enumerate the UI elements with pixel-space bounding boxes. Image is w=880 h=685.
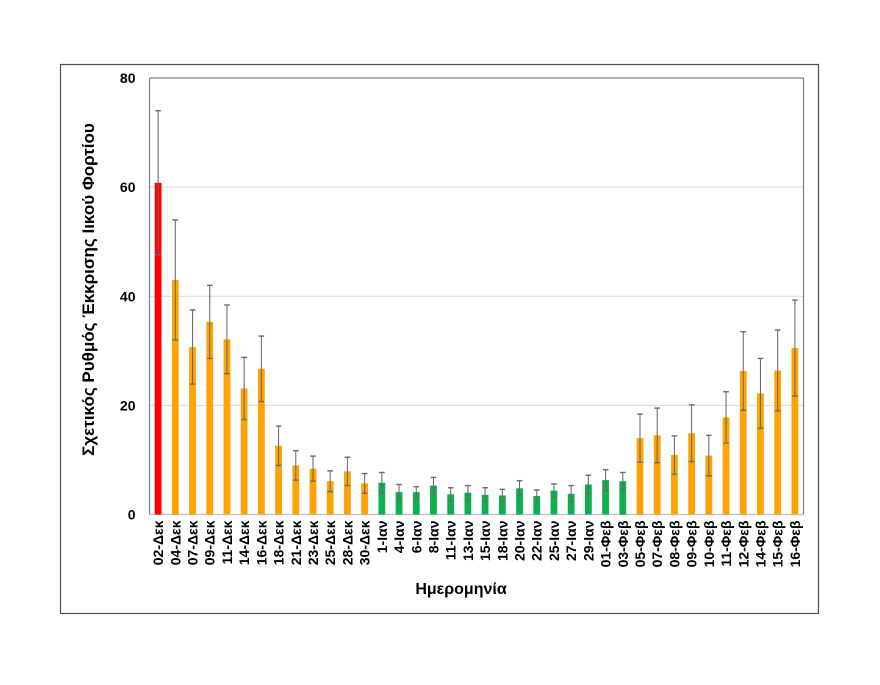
- svg-text:Ημερομηνία: Ημερομηνία: [415, 581, 507, 598]
- svg-text:09-Φεβ: 09-Φεβ: [684, 520, 700, 567]
- svg-text:14-Δεκ: 14-Δεκ: [236, 520, 252, 565]
- svg-text:29-Ιαν: 29-Ιαν: [580, 520, 596, 561]
- svg-text:02-Δεκ: 02-Δεκ: [150, 520, 166, 565]
- svg-text:13-Ιαν: 13-Ιαν: [460, 520, 476, 561]
- svg-text:0: 0: [128, 507, 136, 523]
- svg-text:07-Δεκ: 07-Δεκ: [185, 520, 201, 565]
- svg-text:14-Φεβ: 14-Φεβ: [752, 520, 768, 567]
- svg-text:12-Φεβ: 12-Φεβ: [735, 520, 751, 567]
- svg-text:25-Δεκ: 25-Δεκ: [322, 520, 338, 565]
- svg-text:80: 80: [120, 70, 136, 86]
- svg-text:11-Δεκ: 11-Δεκ: [219, 520, 235, 564]
- svg-text:21-Δεκ: 21-Δεκ: [288, 520, 304, 565]
- svg-text:8-Ιαν: 8-Ιαν: [425, 520, 441, 553]
- svg-text:01-Φεβ: 01-Φεβ: [598, 520, 614, 567]
- svg-text:15-Ιαν: 15-Ιαν: [477, 520, 493, 561]
- svg-text:03-Φεβ: 03-Φεβ: [615, 520, 631, 567]
- svg-text:27-Ιαν: 27-Ιαν: [563, 520, 579, 561]
- svg-text:15-Φεβ: 15-Φεβ: [770, 520, 786, 567]
- svg-text:16-Φεβ: 16-Φεβ: [787, 520, 803, 567]
- svg-text:16-Δεκ: 16-Δεκ: [253, 520, 269, 565]
- svg-text:20-Ιαν: 20-Ιαν: [512, 520, 528, 561]
- svg-text:Σχετικός Ρυθμός Έκκρισης Ιικού: Σχετικός Ρυθμός Έκκρισης Ιικού Φορτίου: [79, 123, 98, 456]
- svg-text:22-Ιαν: 22-Ιαν: [529, 520, 545, 561]
- svg-text:08-Φεβ: 08-Φεβ: [666, 520, 682, 567]
- svg-text:07-Φεβ: 07-Φεβ: [649, 520, 665, 567]
- svg-text:30-Δεκ: 30-Δεκ: [357, 520, 373, 565]
- svg-text:05-Φεβ: 05-Φεβ: [632, 520, 648, 567]
- svg-text:09-Δεκ: 09-Δεκ: [202, 520, 218, 565]
- svg-text:1-Ιαν: 1-Ιαν: [374, 520, 390, 553]
- svg-text:11-Φεβ: 11-Φεβ: [718, 520, 734, 567]
- svg-text:4-Ιαν: 4-Ιαν: [391, 520, 407, 553]
- svg-text:11-Ιαν: 11-Ιαν: [443, 520, 459, 560]
- svg-text:23-Δεκ: 23-Δεκ: [305, 520, 321, 565]
- svg-text:18-Δεκ: 18-Δεκ: [271, 520, 287, 565]
- svg-text:20: 20: [120, 397, 136, 413]
- svg-text:25-Ιαν: 25-Ιαν: [546, 520, 562, 561]
- svg-text:60: 60: [120, 179, 136, 195]
- svg-text:6-Ιαν: 6-Ιαν: [408, 520, 424, 553]
- svg-text:04-Δεκ: 04-Δεκ: [167, 520, 183, 565]
- svg-text:40: 40: [120, 288, 136, 304]
- svg-text:28-Δεκ: 28-Δεκ: [339, 520, 355, 565]
- svg-text:10-Φεβ: 10-Φεβ: [701, 520, 717, 567]
- svg-text:18-Ιαν: 18-Ιαν: [494, 520, 510, 561]
